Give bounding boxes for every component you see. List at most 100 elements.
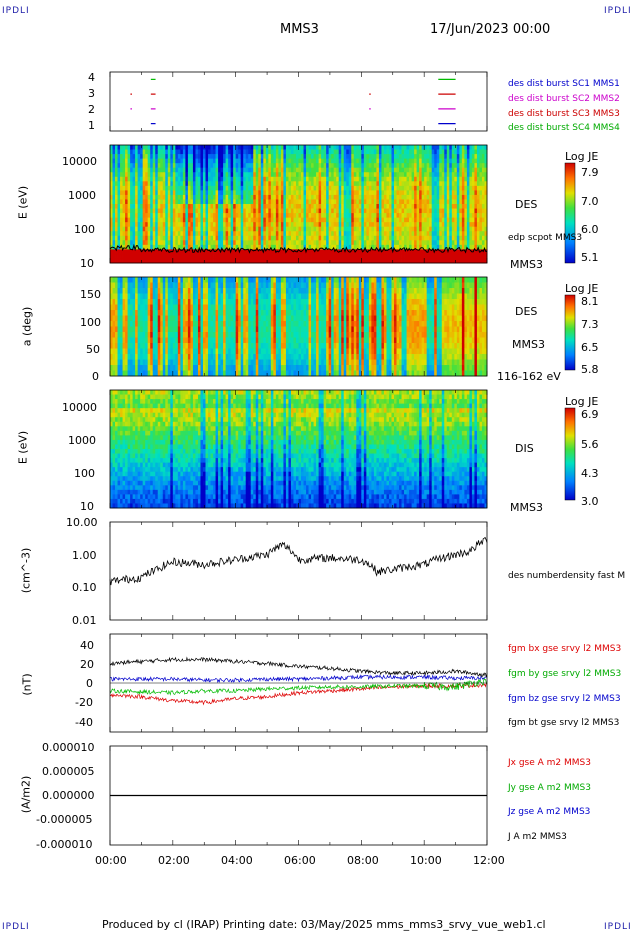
des-energy-cell <box>363 176 367 182</box>
des-energy-cell <box>371 167 375 173</box>
des-energy-cell <box>177 204 181 209</box>
des-energy-cell <box>301 167 304 173</box>
des-energy-cell <box>303 167 307 173</box>
des-energy-cell <box>228 222 232 228</box>
des-pitch-cell <box>258 310 262 316</box>
des-energy-cell <box>245 222 249 228</box>
des-energy-cell <box>170 217 174 223</box>
des-energy-cell <box>396 167 400 173</box>
des-energy-cell <box>348 244 352 250</box>
des-energy-cell <box>318 222 322 228</box>
des-energy-cell <box>255 149 259 155</box>
des-energy-cell <box>323 208 327 214</box>
des-energy-cell <box>230 149 234 155</box>
des-energy-cell <box>436 253 440 259</box>
des-energy-cell <box>404 253 407 259</box>
des-pitch-cell <box>182 332 186 338</box>
des-pitch-cell <box>218 304 221 311</box>
des-energy-cell <box>180 244 184 250</box>
des-energy-cell <box>170 213 174 219</box>
des-pitch-cell <box>202 321 206 327</box>
des-pitch-cell <box>122 277 126 283</box>
des-energy-cell <box>308 217 312 223</box>
des-energy-cell <box>459 240 463 246</box>
des-energy-cell <box>436 235 440 241</box>
des-energy-cell <box>444 176 448 182</box>
des-energy-cell <box>481 213 485 219</box>
des-energy-cell <box>469 235 473 241</box>
des-energy-cell <box>180 149 184 155</box>
des-energy-cell <box>351 253 355 259</box>
des-pitch-cell <box>147 370 151 377</box>
des-pitch-cell <box>197 315 201 322</box>
des-energy-cell <box>228 181 232 187</box>
des-energy-cell <box>436 222 440 228</box>
des-energy-cell <box>238 217 242 223</box>
des-pitch-cell <box>127 288 131 294</box>
des-energy-cell <box>449 217 453 223</box>
des-pitch-cell <box>208 277 211 283</box>
des-energy-cell <box>147 240 151 246</box>
des-energy-cell <box>288 185 292 191</box>
des-energy-cell <box>263 145 267 150</box>
des-energy-cell <box>223 145 227 150</box>
des-energy-cell <box>343 181 347 187</box>
des-pitch-cell <box>137 310 141 316</box>
des-energy-cell <box>230 204 234 209</box>
des-pitch-cell <box>223 321 227 327</box>
des-energy-cell <box>318 149 322 155</box>
des-pitch-cell <box>208 282 211 289</box>
des-energy-cell <box>378 172 382 178</box>
des-energy-cell <box>110 181 113 187</box>
des-energy-cell <box>376 154 380 160</box>
des-energy-cell <box>127 194 131 200</box>
des-pitch-cell <box>127 337 131 344</box>
des-energy-cell <box>268 208 272 214</box>
des-energy-cell <box>255 158 259 164</box>
des-pitch-cell <box>192 310 196 316</box>
des-energy-cell <box>157 172 161 178</box>
des-energy-cell <box>476 222 480 228</box>
des-energy-cell <box>469 208 473 214</box>
des-pitch-cell <box>152 359 156 366</box>
des-energy-cell <box>343 167 347 173</box>
des-pitch-cell <box>250 282 254 289</box>
des-energy-cell <box>298 253 302 259</box>
des-energy-cell <box>348 190 352 196</box>
des-energy-cell <box>245 149 249 155</box>
des-energy-cell <box>223 240 227 246</box>
des-energy-cell <box>250 258 254 264</box>
des-pitch-cell <box>208 337 211 344</box>
des-energy-cell <box>278 194 282 200</box>
des-energy-cell <box>404 231 407 237</box>
des-energy-cell <box>295 154 299 160</box>
des-energy-cell <box>165 181 169 187</box>
des-energy-cell <box>288 145 292 150</box>
des-energy-cell <box>190 176 194 182</box>
des-pitch-cell <box>137 337 141 344</box>
des-energy-cell <box>444 213 448 219</box>
des-pitch-cell <box>147 277 151 283</box>
des-energy-cell <box>135 253 139 259</box>
des-pitch-cell <box>135 326 139 333</box>
des-energy-cell <box>122 253 126 259</box>
des-energy-cell <box>162 154 166 160</box>
des-energy-cell <box>162 204 166 209</box>
des-energy-cell <box>474 249 478 255</box>
des-pitch-cell <box>245 359 249 366</box>
des-energy-cell <box>290 231 294 237</box>
des-energy-cell <box>250 167 254 173</box>
des-energy-cell <box>434 163 438 169</box>
des-energy-cell <box>353 244 357 250</box>
des-energy-cell <box>243 149 247 155</box>
des-energy-cell <box>253 258 257 264</box>
des-energy-cell <box>414 149 418 155</box>
des-energy-cell <box>295 194 299 200</box>
des-energy-cell <box>157 154 161 160</box>
des-energy-cell <box>321 213 325 219</box>
des-energy-cell <box>182 226 186 232</box>
des-energy-cell <box>476 199 480 205</box>
des-energy-cell <box>273 258 277 264</box>
des-energy-cell <box>122 181 126 187</box>
des-energy-cell <box>391 181 395 187</box>
